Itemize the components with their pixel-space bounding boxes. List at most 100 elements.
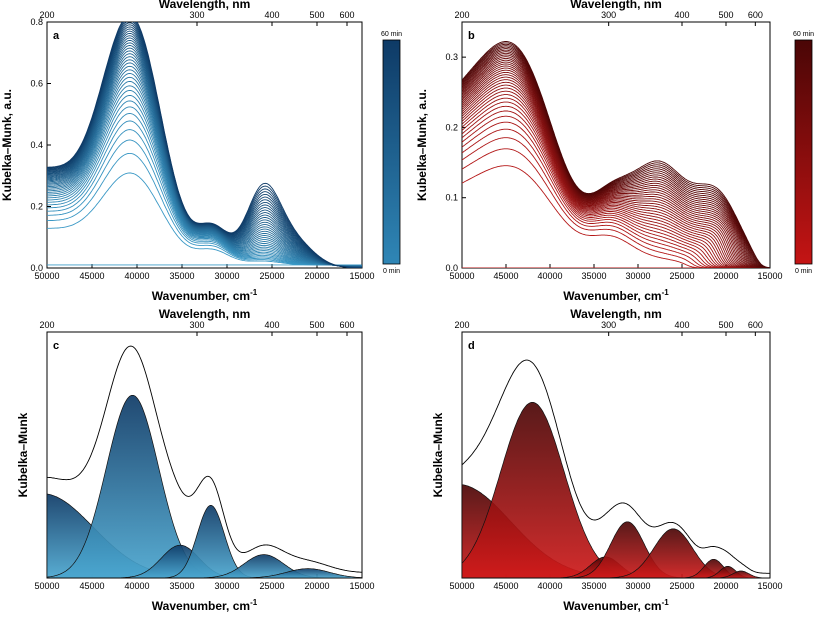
series-line bbox=[462, 63, 770, 268]
x-tick-label: 35000 bbox=[169, 581, 194, 591]
series-line bbox=[462, 46, 770, 268]
series-line bbox=[462, 90, 770, 268]
colorbar-top-label: 60 min bbox=[793, 31, 814, 38]
top-tick-label: 500 bbox=[718, 320, 733, 330]
top-tick-label: 200 bbox=[39, 10, 54, 20]
series-line bbox=[462, 84, 770, 268]
y-axis-title: Kubelka–Munk, a.u. bbox=[415, 89, 429, 201]
top-tick-label: 400 bbox=[264, 10, 279, 20]
x-axis-title: Wavenumber, cm-1 bbox=[563, 288, 669, 303]
series-line bbox=[462, 49, 770, 268]
series-line bbox=[462, 115, 770, 268]
top-tick-label: 500 bbox=[309, 320, 324, 330]
series-line bbox=[462, 65, 770, 268]
bands-group bbox=[47, 345, 362, 578]
x-tick-label: 30000 bbox=[625, 581, 650, 591]
colorbar-bottom-label: 0 min bbox=[795, 268, 812, 275]
x-tick-label: 25000 bbox=[669, 581, 694, 591]
series-line bbox=[462, 81, 770, 268]
top-tick-label: 600 bbox=[748, 320, 763, 330]
envelope-line bbox=[47, 345, 362, 573]
panel-d: 50000 45000 40000 35000 30000 25000 20000 15000… bbox=[431, 307, 783, 613]
series-line bbox=[462, 101, 770, 268]
series-line bbox=[462, 61, 770, 268]
top-tick-label: 300 bbox=[189, 10, 204, 20]
x-tick-label: 40000 bbox=[537, 581, 562, 591]
x-tick-label: 20000 bbox=[304, 271, 329, 281]
x-tick-label: 50000 bbox=[34, 581, 59, 591]
colorbar-bottom-label: 0 min bbox=[383, 268, 400, 275]
series-line bbox=[462, 74, 770, 268]
series-line bbox=[462, 57, 770, 268]
y-axis-title: Kubelka–Munk bbox=[16, 412, 30, 497]
y-tick-label: 0.4 bbox=[30, 140, 43, 150]
series-line bbox=[462, 137, 770, 268]
top-axis-title: Wavelength, nm bbox=[570, 307, 662, 321]
top-tick-label: 300 bbox=[601, 10, 616, 20]
x-tick-label: 20000 bbox=[304, 581, 329, 591]
x-tick-label: 15000 bbox=[757, 271, 782, 281]
panel-label: a bbox=[53, 30, 60, 42]
series-line bbox=[462, 42, 770, 268]
y-tick-label: 0.0 bbox=[445, 263, 458, 273]
series-line bbox=[462, 59, 770, 268]
top-tick-label: 300 bbox=[601, 320, 616, 330]
x-tick-label: 15000 bbox=[349, 271, 374, 281]
panel-label: d bbox=[468, 340, 475, 352]
x-tick-label: 30000 bbox=[214, 581, 239, 591]
top-tick-label: 600 bbox=[339, 320, 354, 330]
x-tick-label: 40000 bbox=[124, 581, 149, 591]
series-line bbox=[47, 22, 362, 268]
top-tick-label: 600 bbox=[748, 10, 763, 20]
series-line bbox=[462, 56, 770, 268]
y-axis-title: Kubelka–Munk, a.u. bbox=[0, 89, 14, 201]
x-tick-label: 35000 bbox=[581, 581, 606, 591]
panel-b: 50000 45000 40000 35000 30000 25000 20000 15000… bbox=[415, 0, 783, 303]
x-tick-label: 25000 bbox=[669, 271, 694, 281]
gaussian-band bbox=[462, 558, 770, 578]
envelope-line bbox=[462, 359, 770, 574]
series-line bbox=[462, 71, 770, 268]
y-tick-label: 0.3 bbox=[445, 52, 458, 62]
series-line bbox=[47, 62, 362, 267]
bands-group bbox=[462, 359, 770, 578]
gaussian-band bbox=[462, 570, 770, 578]
top-axis-title: Wavelength, nm bbox=[159, 0, 251, 11]
colorbar-a: 60 min 0 min bbox=[381, 31, 402, 275]
series-line bbox=[462, 79, 770, 268]
series-line bbox=[462, 76, 770, 268]
series-line bbox=[462, 54, 770, 268]
x-tick-label: 30000 bbox=[625, 271, 650, 281]
top-tick-label: 200 bbox=[454, 10, 469, 20]
x-tick-label: 45000 bbox=[79, 271, 104, 281]
x-tick-label: 35000 bbox=[581, 271, 606, 281]
series-line bbox=[462, 87, 770, 268]
x-tick-label: 50000 bbox=[34, 271, 59, 281]
gaussian-band bbox=[47, 505, 362, 578]
gaussian-band bbox=[47, 568, 362, 578]
top-tick-label: 500 bbox=[718, 10, 733, 20]
x-tick-label: 20000 bbox=[713, 581, 738, 591]
series-line bbox=[462, 43, 770, 268]
series-line bbox=[462, 97, 770, 268]
series-line bbox=[47, 80, 362, 267]
x-axis-title: Wavenumber, cm-1 bbox=[152, 598, 258, 613]
top-tick-label: 400 bbox=[674, 320, 689, 330]
series-line bbox=[462, 105, 770, 268]
x-tick-label: 40000 bbox=[537, 271, 562, 281]
x-tick-label: 50000 bbox=[449, 581, 474, 591]
top-tick-label: 500 bbox=[309, 10, 324, 20]
series-line bbox=[47, 73, 362, 267]
top-tick-label: 200 bbox=[39, 320, 54, 330]
colorbar-b: 60 min 0 min bbox=[793, 31, 814, 275]
x-axis-title: Wavenumber, cm-1 bbox=[563, 598, 669, 613]
panel-label: b bbox=[468, 30, 475, 42]
colorbar bbox=[794, 39, 813, 265]
x-tick-label: 35000 bbox=[169, 271, 194, 281]
y-tick-label: 0.1 bbox=[445, 193, 458, 203]
panel-a: 50000 45000 40000 35000 30000 25000 20000 15000… bbox=[0, 0, 375, 303]
series-line bbox=[462, 45, 770, 268]
y-tick-label: 0.8 bbox=[30, 17, 43, 27]
top-axis-title: Wavelength, nm bbox=[159, 307, 251, 321]
